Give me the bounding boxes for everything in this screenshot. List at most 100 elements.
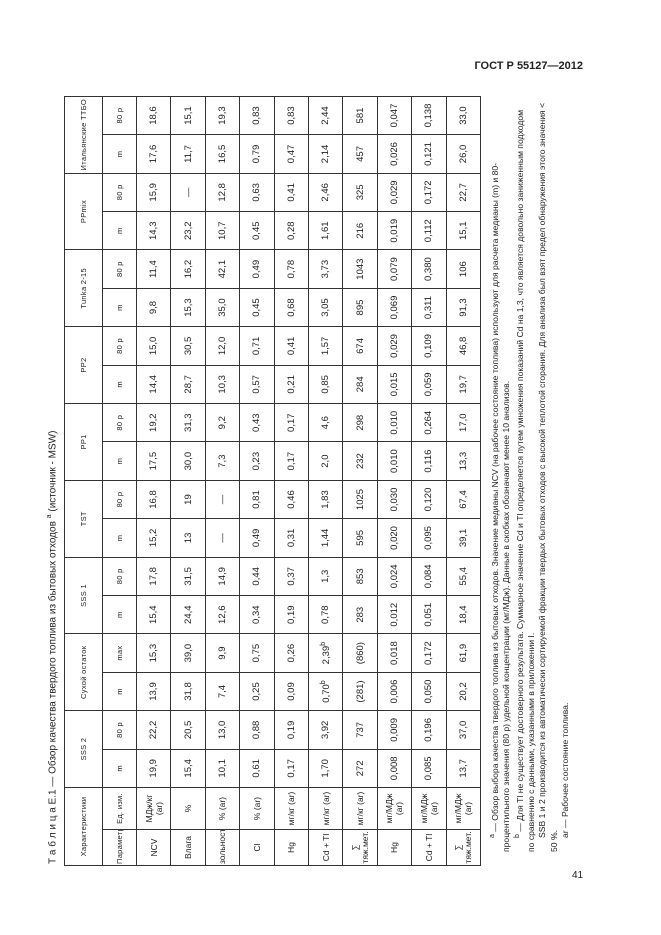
value-cell: 3,92 (308, 710, 343, 750)
value-cell: 17,8 (136, 557, 171, 596)
value-cell: 10,7 (205, 211, 240, 250)
value-cell: 15,2 (136, 518, 171, 558)
value-cell: 0,018 (377, 633, 412, 673)
value-cell: 3,05 (308, 288, 343, 327)
param-cell: Hg (377, 829, 412, 866)
value-cell: 0,17 (274, 749, 309, 788)
value-cell: 2,39b (308, 633, 343, 673)
value-cell: (860) (342, 633, 378, 673)
group-header: Сухой остаток (64, 633, 103, 711)
value-cell: 19,7 (446, 365, 481, 404)
value-cell: 0,059 (411, 365, 447, 404)
value-cell: 18,4 (446, 595, 481, 634)
data-row: Hg мг/МДж (ar) 0,008 0,009 0,006 0,018 0,012 0,… (377, 96, 412, 866)
value-cell: 1043 (342, 249, 378, 289)
value-cell: 67,4 (446, 480, 481, 519)
footnote-mark: b (514, 834, 522, 838)
group-header: SSS 1 (64, 557, 103, 634)
value-cell: 0,57 (239, 365, 275, 404)
value-cell: 0,17 (274, 441, 309, 481)
value-cell: 37,0 (446, 710, 481, 750)
value-cell: 284 (342, 365, 378, 404)
value-cell: 0,78 (308, 595, 343, 634)
value-cell: 0,63 (239, 173, 275, 212)
value-cell: 7,4 (205, 672, 240, 711)
subheader: m (102, 134, 137, 174)
value-cell: 0,008 (377, 749, 412, 788)
value-cell: 12,6 (205, 595, 240, 634)
rotated-content: Т а б л и ц а Е.1 — Обзор качества тверд… (42, 96, 570, 866)
unit-cell: мг/кг (ar) (308, 787, 343, 830)
value-cell: 15,3 (136, 633, 171, 673)
caption-text: Т а б л и ц а Е.1 — Обзор качества тверд… (47, 521, 59, 864)
value-cell: 0,31 (274, 518, 309, 558)
data-table: Характеристики SSS 2 Сухой остаток SSS 1 TST… (64, 96, 481, 866)
value-cell: 33,0 (446, 96, 481, 135)
param-cell: Cl (239, 829, 275, 866)
value-cell: 15,9 (136, 173, 171, 212)
value-cell: 737 (342, 710, 378, 750)
value-cell: 13 (170, 518, 206, 558)
footnote-text: ar — Рабочее состояние топлива. (559, 702, 570, 838)
value-cell: 19,9 (136, 749, 171, 788)
value-cell: 0,41 (274, 326, 309, 366)
value-cell: 1,83 (308, 480, 343, 519)
value-cell: 0,311 (411, 288, 447, 327)
caption-source: (источник - MSW) (47, 430, 59, 512)
value-cell: 0,37 (274, 557, 309, 596)
value-cell: 16,5 (205, 134, 240, 174)
data-row: Влага% 15,4 20,5 31,8 39,0 24,4 31,5 13 19 30,0 31… (170, 96, 206, 866)
unit-cell: мг/МДж (ar) (446, 787, 481, 830)
value-cell: 0,138 (411, 96, 447, 135)
value-cell: 0,09 (274, 672, 309, 711)
value-cell: 24,4 (170, 595, 206, 634)
value-cell: 13,3 (446, 441, 481, 481)
value-cell: 19 (170, 480, 206, 519)
value-cell: 0,116 (411, 441, 447, 481)
value-cell: 42,1 (205, 249, 240, 289)
value-cell: 0,120 (411, 480, 447, 519)
value-cell: 0,012 (377, 595, 412, 634)
subheader: 80 р (102, 403, 137, 442)
value-cell: 0,172 (411, 633, 447, 673)
value-cell: 16,8 (136, 480, 171, 519)
subheader: 80 р (102, 557, 137, 596)
footnote: a — Обзор выбора качества твердого топли… (487, 100, 512, 852)
value-cell: 9,8 (136, 288, 171, 327)
value-cell: 0,030 (377, 480, 412, 519)
value-cell: 13,0 (205, 710, 240, 750)
value-cell: 298 (342, 403, 378, 442)
value-cell: 1025 (342, 480, 378, 519)
value-cell: (281) (342, 672, 378, 711)
subheader: m (102, 441, 137, 481)
value-cell: 20,2 (446, 672, 481, 711)
unit-cell: мг/кг (ar) (274, 787, 309, 830)
value-cell: 30,0 (170, 441, 206, 481)
value-cell: 0,015 (377, 365, 412, 404)
value-cell: 106 (446, 249, 481, 289)
value-cell: 19,2 (136, 403, 171, 442)
value-cell: 0,020 (377, 518, 412, 558)
subheader: m (102, 749, 137, 788)
subheader-row: Параметры Ед. изм. m 80 р m max m 80 р m 80 р m 80 … (102, 96, 137, 866)
value-cell: 283 (342, 595, 378, 634)
value-cell: 14,9 (205, 557, 240, 596)
value-cell: 0,109 (411, 326, 447, 366)
header-title: ГОСТ Р 55127—2012 (474, 60, 583, 72)
value-cell: 0,46 (274, 480, 309, 519)
value-cell: 17,0 (446, 403, 481, 442)
value-cell: 19,3 (205, 96, 240, 135)
value-cell: 581 (342, 96, 378, 135)
value-cell: 2,46 (308, 173, 343, 212)
value-cell: 31,8 (170, 672, 206, 711)
value-cell: 12,8 (205, 173, 240, 212)
subheader: m (102, 365, 137, 404)
value-cell: 595 (342, 518, 378, 558)
subheader: 80 р (102, 480, 137, 519)
value-cell: 11,4 (136, 249, 171, 289)
unit-cell: мг/МДж (ar) (377, 787, 412, 830)
value-cell: 23,2 (170, 211, 206, 250)
footnote-text: — Обзор выбора качества твердого топлива… (489, 162, 511, 852)
subheader: 80 р (102, 326, 137, 366)
value-cell: 14,4 (136, 365, 171, 404)
